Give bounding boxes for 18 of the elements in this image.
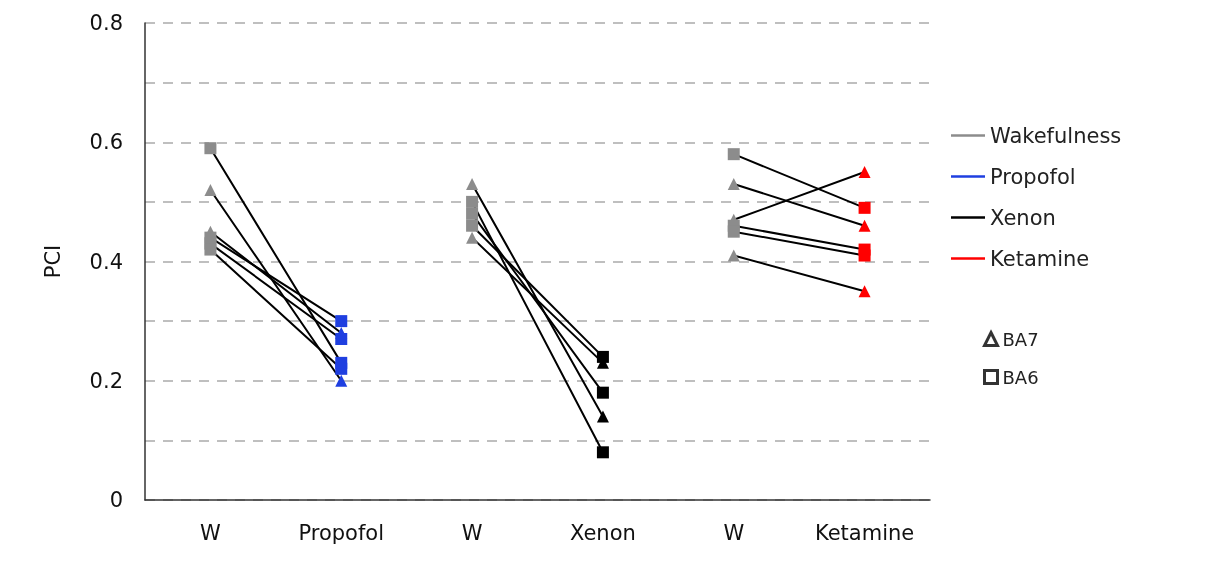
y-tick-label: 0.2 xyxy=(89,368,123,393)
legend-label: Propofol xyxy=(990,164,1076,189)
y-tick-label: 0.4 xyxy=(89,249,123,274)
x-tick-label: W xyxy=(723,520,745,545)
x-tick-label: Propofol xyxy=(298,520,385,545)
legend-label: Wakefulness xyxy=(990,123,1122,148)
y-tick-label: 0.6 xyxy=(89,130,123,155)
x-tick-label: W xyxy=(461,520,483,545)
legend-label: Ketamine xyxy=(990,246,1090,271)
y-axis-title: PCI xyxy=(40,244,65,279)
x-tick-label: W xyxy=(200,520,222,545)
legend-label: BA6 xyxy=(1002,366,1039,388)
y-tick-label: 0.8 xyxy=(89,11,123,35)
legend-label: BA7 xyxy=(1002,328,1039,350)
legend-label: Xenon xyxy=(990,205,1056,230)
x-tick-label: Xenon xyxy=(569,520,636,545)
x-tick-label: Ketamine xyxy=(814,520,915,545)
y-tick-label: 0 xyxy=(109,488,123,512)
